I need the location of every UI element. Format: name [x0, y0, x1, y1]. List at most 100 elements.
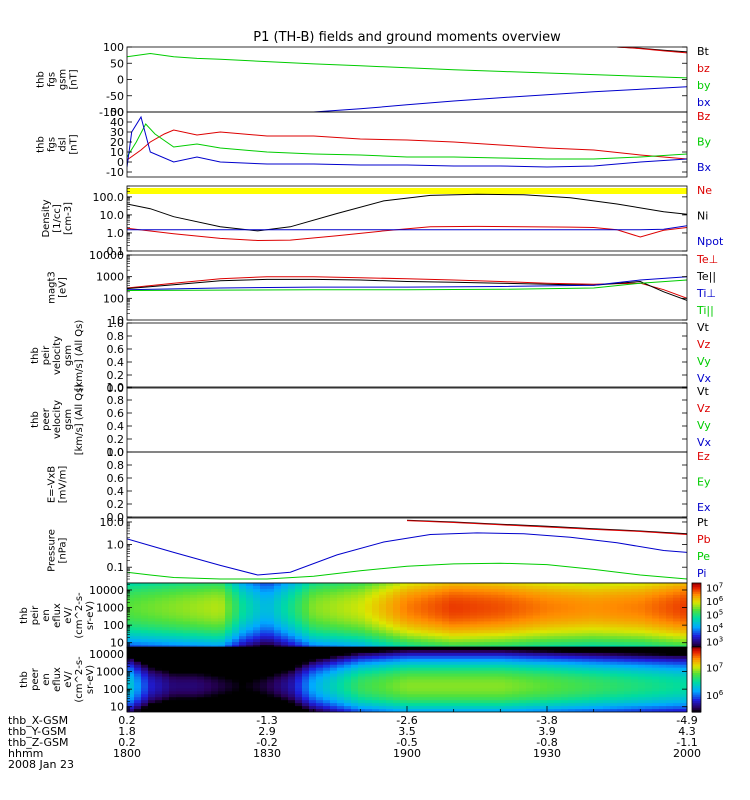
heatmap-cell — [225, 649, 233, 654]
heatmap-cell — [330, 652, 338, 657]
heatmap-cell — [365, 603, 373, 608]
heatmap-cell — [260, 655, 268, 660]
heatmap-cell — [379, 636, 387, 640]
heatmap-cell — [631, 645, 639, 648]
heatmap-cell — [652, 697, 660, 701]
heatmap-cell — [365, 588, 373, 593]
heatmap-cell — [197, 700, 205, 704]
heatmap-cell — [169, 591, 177, 596]
heatmap-cell — [659, 639, 667, 643]
heatmap-cell — [365, 709, 373, 712]
heatmap-cell — [645, 603, 653, 608]
heatmap-cell — [638, 655, 646, 660]
y-tick-label: 100 — [103, 41, 124, 54]
heatmap-cell — [512, 609, 520, 614]
heatmap-cell — [253, 647, 261, 651]
heatmap-cell — [568, 673, 576, 678]
heatmap-cell — [526, 652, 534, 657]
heatmap-cell — [442, 591, 450, 596]
heatmap-cell — [680, 588, 687, 593]
heatmap-cell — [365, 642, 373, 646]
panel-frame — [126, 517, 688, 584]
heatmap-cell — [491, 591, 499, 596]
heatmap-cell — [386, 645, 394, 648]
heatmap-cell — [148, 649, 156, 654]
heatmap-cell — [554, 700, 562, 704]
heatmap-cell — [309, 609, 317, 614]
heatmap-cell — [232, 676, 240, 681]
heatmap-cell — [617, 679, 625, 684]
heatmap-cell — [246, 591, 254, 596]
heatmap-cell — [134, 600, 142, 605]
heatmap-cell — [148, 676, 156, 681]
y-axis-label: velocity — [52, 400, 63, 439]
heatmap-cell — [449, 612, 457, 617]
heatmap-cell — [561, 627, 569, 631]
heatmap-cell — [589, 627, 597, 631]
heatmap-cell — [358, 658, 366, 663]
heatmap-cell — [274, 603, 282, 608]
heatmap-cell — [666, 676, 674, 681]
heatmap-cell — [414, 594, 422, 599]
heatmap-cell — [407, 667, 415, 672]
heatmap-cell — [582, 664, 590, 669]
heatmap-cell — [589, 647, 597, 651]
heatmap-cell — [379, 703, 387, 707]
heatmap-cell — [414, 709, 422, 712]
heatmap-cell — [638, 649, 646, 654]
heatmap-cell — [407, 621, 415, 625]
heatmap-cell — [561, 700, 569, 704]
heatmap-cell — [134, 603, 142, 608]
y-tick-label: 10000 — [89, 584, 124, 597]
heatmap-cell — [617, 647, 625, 651]
heatmap-cell — [344, 639, 352, 643]
heatmap-cell — [316, 667, 324, 672]
time-axis: 0.21.80.21800-1.32.9-0.21830-2.63.5-0.51… — [8, 706, 701, 771]
heatmap-cell — [302, 609, 310, 614]
heatmap-cell — [372, 688, 380, 692]
heatmap-cell — [652, 706, 660, 710]
heatmap-cell — [323, 685, 331, 689]
heatmap-cell — [414, 621, 422, 625]
heatmap-cell — [127, 612, 135, 617]
heatmap-cell — [239, 664, 247, 669]
y-tick-label: 0 — [117, 156, 124, 169]
heatmap-cell — [568, 664, 576, 669]
heatmap-cell — [141, 706, 149, 710]
heatmap-cell — [407, 703, 415, 707]
heatmap-cell — [239, 691, 247, 695]
heatmap-cell — [456, 609, 464, 614]
heatmap-cell — [526, 615, 534, 620]
heatmap-cell — [162, 682, 170, 686]
heatmap-cell — [337, 606, 345, 611]
heatmap-cell — [302, 706, 310, 710]
heatmap-cell — [645, 670, 653, 675]
heatmap-cell — [533, 633, 541, 637]
heatmap-cell — [477, 676, 485, 681]
heatmap-cell — [568, 670, 576, 675]
heatmap-cell — [575, 664, 583, 669]
heatmap-cell — [533, 639, 541, 643]
heatmap-cell — [407, 679, 415, 684]
heatmap-cell — [148, 624, 156, 628]
heatmap-cell — [351, 697, 359, 701]
heatmap-cell — [295, 703, 303, 707]
heatmap-cell — [421, 664, 429, 669]
heatmap-cell — [134, 691, 142, 695]
heatmap-cell — [162, 609, 170, 614]
heatmap-cell — [456, 594, 464, 599]
heatmap-cell — [561, 652, 569, 657]
heatmap-cell — [330, 682, 338, 686]
heatmap-cell — [267, 706, 275, 710]
legend-Bt: Bt — [697, 45, 710, 58]
x-axis-row-label: thb_X-GSM — [8, 714, 68, 727]
heatmap-cell — [260, 645, 268, 648]
heatmap-cell — [379, 667, 387, 672]
heatmap-cell — [225, 694, 233, 698]
heatmap-cell — [309, 583, 317, 587]
heatmap-cell — [582, 583, 590, 587]
heatmap-cell — [281, 606, 289, 611]
heatmap-cell — [470, 600, 478, 605]
heatmap-cell — [477, 627, 485, 631]
heatmap-cell — [456, 700, 464, 704]
